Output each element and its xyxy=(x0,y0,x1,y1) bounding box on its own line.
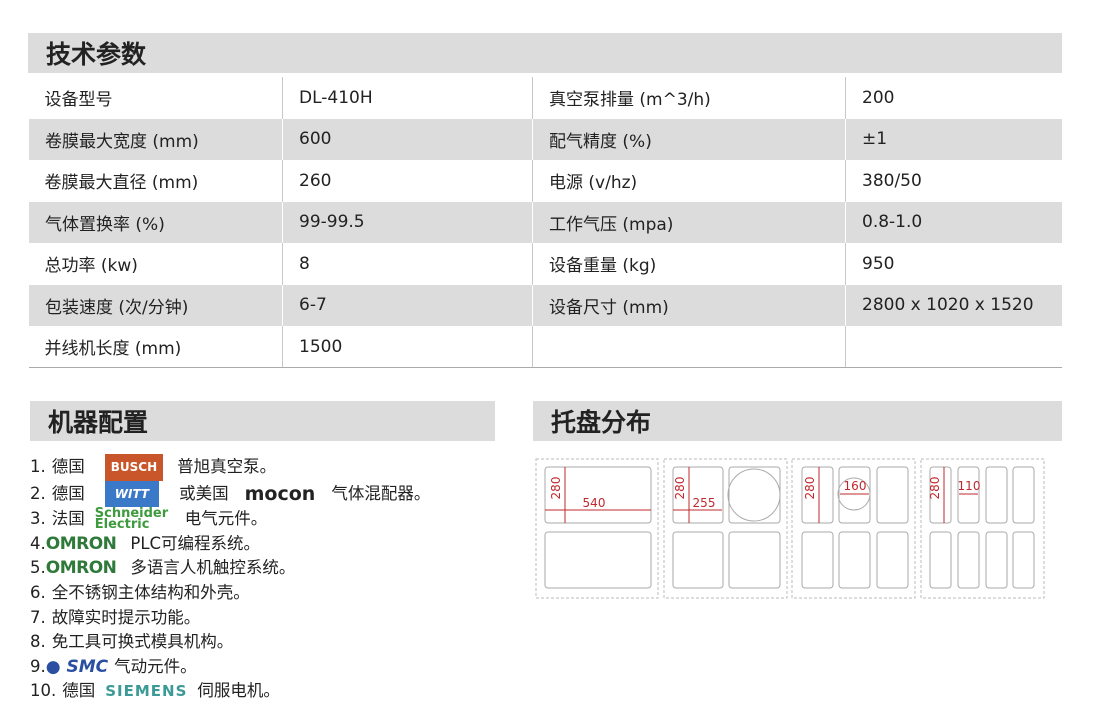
tray-cavity xyxy=(929,531,952,589)
dimension-label: 255 xyxy=(693,496,716,510)
omron-logo: OMRON xyxy=(45,558,117,579)
tray-cavity xyxy=(728,531,781,589)
tray-panel xyxy=(920,458,1045,599)
tray-cavity xyxy=(957,531,980,589)
tray-cavity xyxy=(985,466,1008,524)
spec-value: 1500 xyxy=(282,326,533,368)
list-item: 5. OMRON 多语言人机触控系统。 xyxy=(30,556,430,581)
table-row: 气体置换率 (%) 99-99.5 工作气压 (mpa) 0.8-1.0 xyxy=(28,201,1062,243)
siemens-logo: SIEMENS xyxy=(105,682,188,701)
spec-value: 8 xyxy=(282,243,533,285)
tray-diagram: 280 280 280 280 540 255 160 110 xyxy=(535,458,1045,599)
round-cavity xyxy=(727,468,781,522)
table-row: 并线机长度 (mm) 1500 xyxy=(28,326,1062,368)
tray-cavity xyxy=(985,531,1008,589)
tray-cavity xyxy=(838,466,871,524)
busch-logo: BUSCH xyxy=(104,454,164,481)
list-item: 8. 免工具可换式模具机构。 xyxy=(30,632,234,652)
tray-cavity xyxy=(929,466,952,524)
tray-panel xyxy=(791,458,916,599)
list-item: 4. OMRON PLC可编程系统。 xyxy=(30,532,430,557)
spec-label: 气体置换率 (%) xyxy=(28,201,283,243)
list-item: 1. 德国 BUSCH 普旭真空泵。 xyxy=(30,454,430,481)
spec-label: 包装速度 (次/分钟) xyxy=(28,284,283,326)
spec-label: 电源 (v/hz) xyxy=(532,160,846,202)
spec-label: 并线机长度 (mm) xyxy=(28,326,283,368)
spec-value: 950 xyxy=(845,243,1062,285)
tray-cavity xyxy=(876,531,909,589)
tray-cavity xyxy=(672,531,724,589)
dimension-label: 160 xyxy=(844,479,867,493)
spec-label: 真空泵排量 (m^3/h) xyxy=(532,77,846,119)
spec-label: 设备重量 (kg) xyxy=(532,243,846,285)
tray-cavity xyxy=(957,466,980,524)
spec-value: DL-410H xyxy=(282,77,533,119)
table-row: 总功率 (kw) 8 设备重量 (kg) 950 xyxy=(29,243,1062,285)
tray-cavity xyxy=(801,466,834,524)
tray-cavity xyxy=(1012,466,1035,524)
list-item: 7. 故障实时提示功能。 xyxy=(30,607,201,627)
mocon-logo: mocon xyxy=(244,482,316,505)
spec-value: 600 xyxy=(282,118,533,160)
witt-logo: WITT xyxy=(104,480,160,508)
spec-label: 总功率 (kw) xyxy=(44,256,138,277)
tray-cavity xyxy=(672,466,724,524)
specs-header: 技术参数 xyxy=(28,33,1062,73)
spec-label: 卷膜最大直径 (mm) xyxy=(44,173,199,194)
table-row: 设备型号 DL-410H 真空泵排量 (m^3/h) 200 xyxy=(29,77,1062,119)
table-row: 卷膜最大宽度 (mm) 600 配气精度 (%) ±1 xyxy=(28,118,1062,160)
tray-cavity xyxy=(838,531,871,589)
spec-value: 380/50 xyxy=(845,160,1062,202)
dimension-label: 280 xyxy=(549,477,563,500)
tray-cavity xyxy=(876,466,909,524)
table-row: 包装速度 (次/分钟) 6-7 设备尺寸 (mm) 2800 x 1020 x 152… xyxy=(28,284,1062,326)
spec-value xyxy=(845,326,1062,368)
spec-label: 卷膜最大宽度 (mm) xyxy=(28,118,283,160)
spec-label: 配气精度 (%) xyxy=(532,118,846,160)
spec-value: 6-7 xyxy=(282,284,533,326)
spec-value: 2800 x 1020 x 1520 xyxy=(845,284,1062,326)
config-list: 1. 德国 BUSCH 普旭真空泵。 2. 德国 WITT 或美国 mocon 气体混配器。 3… xyxy=(30,454,430,704)
list-item: 9. ● SMC 气动元件。 xyxy=(30,655,430,680)
list-item: 6. 全不锈钢主体结构和外壳。 xyxy=(30,582,250,602)
list-item: 3. 法国 Schneider Electric 电气元件。 xyxy=(30,506,268,533)
smc-logo: ● SMC xyxy=(45,656,109,677)
spec-value: 99-99.5 xyxy=(282,201,533,243)
tray-cavity xyxy=(801,531,834,589)
spec-label xyxy=(532,326,846,368)
omron-logo: OMRON xyxy=(45,533,117,554)
schneider-logo: Schneider Electric xyxy=(94,506,169,533)
tray-header: 托盘分布 xyxy=(533,401,1062,441)
dimension-label: 280 xyxy=(673,477,687,500)
list-item: 2. 德国 WITT 或美国 mocon 气体混配器。 xyxy=(30,480,430,508)
dimension-label: 110 xyxy=(958,479,981,493)
dimension-label: 540 xyxy=(583,496,606,510)
spec-value: 260 xyxy=(282,160,533,202)
list-item: 10. 德国 SIEMENS 伺服电机。 xyxy=(30,679,430,704)
tray-cavity xyxy=(544,531,652,589)
spec-value: 200 xyxy=(845,77,1062,119)
specs-table: 设备型号 DL-410H 真空泵排量 (m^3/h) 200 卷膜最大宽度 (mm) 60… xyxy=(28,77,1062,368)
dimension-label: 280 xyxy=(928,477,942,500)
tray-cavity xyxy=(1012,531,1035,589)
config-header: 机器配置 xyxy=(30,401,495,441)
dimension-label: 280 xyxy=(803,477,817,500)
table-row: 卷膜最大直径 (mm) 260 电源 (v/hz) 380/50 xyxy=(29,160,1062,202)
spec-value: ±1 xyxy=(845,118,1062,160)
tray-panel xyxy=(663,458,788,599)
spec-label: 工作气压 (mpa) xyxy=(532,201,846,243)
spec-label: 设备尺寸 (mm) xyxy=(532,284,846,326)
tray-panel xyxy=(535,458,659,599)
spec-value: 0.8-1.0 xyxy=(845,201,1062,243)
tray-cavity xyxy=(544,466,652,524)
spec-label: 设备型号 xyxy=(44,90,113,111)
round-cavity xyxy=(837,477,871,511)
